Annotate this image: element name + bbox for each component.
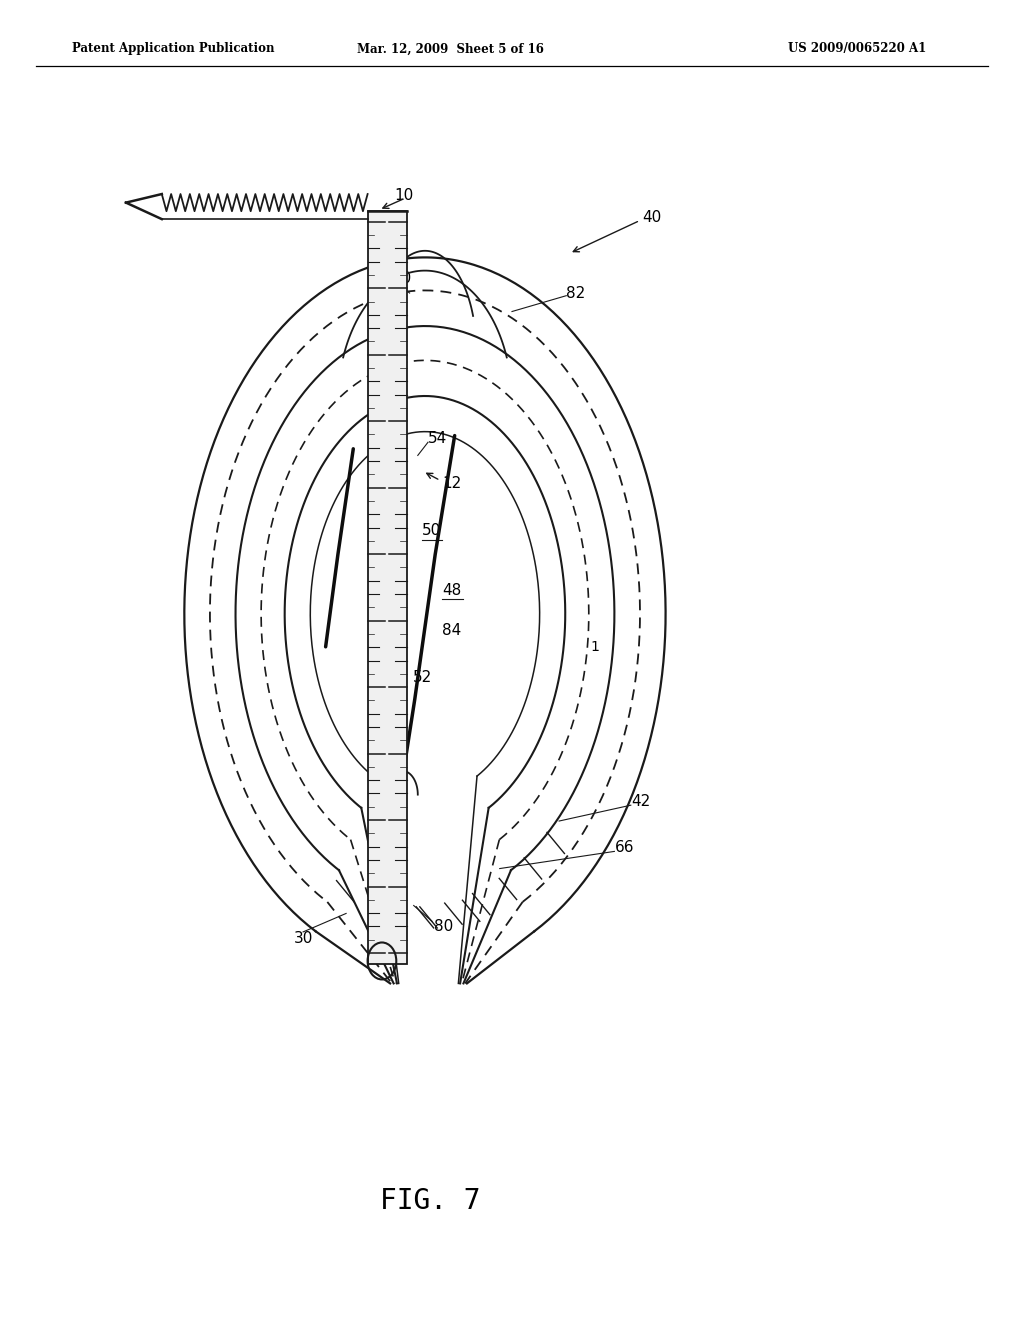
Text: 84: 84 — [442, 623, 462, 639]
Text: FIG. 7: FIG. 7 — [380, 1187, 480, 1216]
Text: 30: 30 — [294, 931, 313, 946]
Text: 48: 48 — [442, 582, 462, 598]
Text: 54: 54 — [428, 430, 447, 446]
Text: 10: 10 — [394, 187, 414, 203]
Text: 40: 40 — [642, 210, 662, 226]
Text: US 2009/0065220 A1: US 2009/0065220 A1 — [788, 42, 927, 55]
Text: 1: 1 — [591, 640, 600, 653]
Text: 70: 70 — [393, 271, 413, 286]
Bar — [368, 211, 407, 964]
Text: 12: 12 — [442, 475, 462, 491]
Text: 52: 52 — [413, 669, 432, 685]
Text: Patent Application Publication: Patent Application Publication — [72, 42, 274, 55]
Text: Mar. 12, 2009  Sheet 5 of 16: Mar. 12, 2009 Sheet 5 of 16 — [357, 42, 544, 55]
Text: 82: 82 — [566, 285, 586, 301]
Text: 80: 80 — [434, 919, 454, 935]
Text: 50: 50 — [422, 523, 441, 539]
Text: 66: 66 — [614, 840, 634, 855]
Text: 42: 42 — [631, 793, 650, 809]
